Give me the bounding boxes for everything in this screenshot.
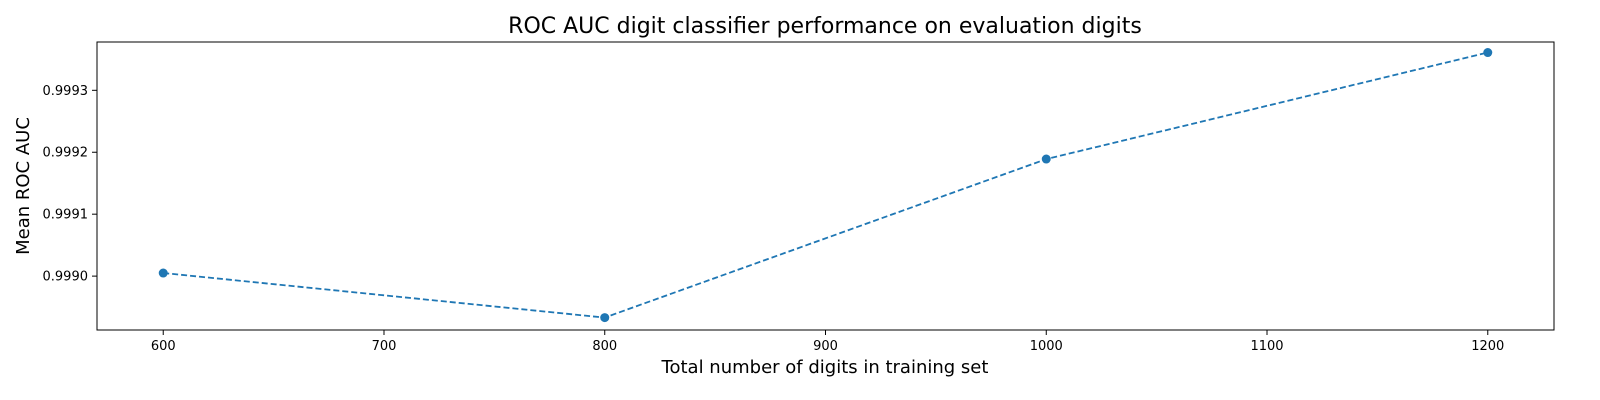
y-axis-label: Mean ROC AUC bbox=[13, 117, 34, 255]
y-tick-label: 0.9991 bbox=[43, 208, 89, 223]
x-tick-label: 800 bbox=[592, 339, 617, 354]
x-tick-label: 1100 bbox=[1250, 339, 1283, 354]
x-tick-label: 900 bbox=[813, 339, 838, 354]
series-points bbox=[158, 48, 1493, 323]
plot-area: 600 700 800 900 1000 1100 1200 0.99900.99910.9… bbox=[43, 41, 1555, 354]
axes-frame bbox=[96, 41, 1555, 331]
x-tick-label: 700 bbox=[372, 339, 397, 354]
data-point bbox=[1041, 154, 1051, 164]
y-tick-label: 0.9993 bbox=[43, 84, 89, 99]
x-tick-label: 1200 bbox=[1471, 339, 1504, 354]
data-point bbox=[600, 313, 610, 323]
y-tick-label: 0.9992 bbox=[43, 146, 89, 161]
chart-title: ROC AUC digit classifier performance on … bbox=[508, 14, 1142, 39]
y-axis: 0.9990 0.9991 0.9992 0.9993 bbox=[43, 84, 97, 285]
x-axis: 600 700 800 900 1000 1100 1200 bbox=[151, 330, 1504, 354]
y-tick-label: 0.9990 bbox=[43, 270, 89, 285]
x-tick-label: 1000 bbox=[1030, 339, 1063, 354]
series-line bbox=[163, 51, 1489, 319]
x-axis-label: Total number of digits in training set bbox=[661, 357, 989, 378]
data-point bbox=[158, 268, 168, 278]
data-point bbox=[1483, 48, 1493, 58]
x-tick-label: 600 bbox=[151, 339, 176, 354]
